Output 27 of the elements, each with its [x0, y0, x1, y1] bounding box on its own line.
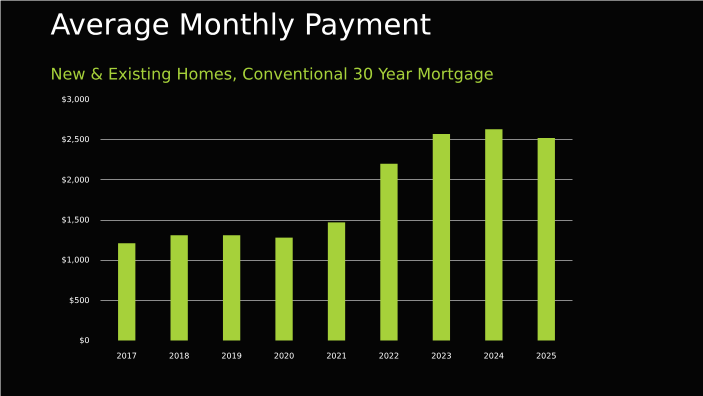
- bar: [328, 222, 346, 340]
- x-tick-label: 2021: [326, 352, 347, 360]
- y-tick-label: $3,000: [62, 95, 90, 104]
- x-tick-label: 2019: [221, 352, 242, 360]
- x-tick-label: 2022: [378, 352, 400, 360]
- y-tick-label: $500: [69, 296, 90, 305]
- chart-title: Average Monthly Payment: [50, 8, 432, 42]
- x-tick-label: 2018: [168, 352, 190, 360]
- x-tick-label: 2017: [116, 352, 137, 360]
- bar: [380, 164, 398, 340]
- chart-subtitle: New & Existing Homes, Conventional 30 Year Mortgage: [50, 64, 494, 84]
- bar: [170, 235, 188, 340]
- bar: [432, 134, 450, 340]
- x-tick-label: 2025: [536, 352, 556, 360]
- bar: [118, 243, 136, 340]
- bar: [538, 138, 555, 340]
- y-tick-label: $0: [79, 336, 90, 345]
- y-tick-label: $2,500: [62, 135, 90, 144]
- bar: [275, 238, 293, 340]
- x-tick-label: 2020: [274, 352, 294, 360]
- bar: [222, 235, 240, 340]
- y-tick-label: $1,000: [62, 256, 90, 265]
- y-tick-label: $2,000: [62, 175, 90, 184]
- bar: [485, 129, 502, 340]
- x-tick-label: 2023: [431, 352, 452, 360]
- x-tick-label: 2024: [484, 352, 504, 360]
- y-tick-label: $1,500: [62, 216, 90, 224]
